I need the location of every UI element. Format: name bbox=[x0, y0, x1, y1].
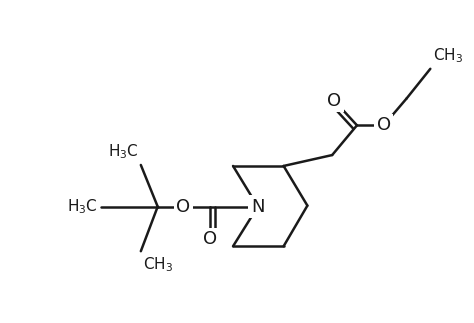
Text: O: O bbox=[203, 230, 217, 248]
Text: H$_3$C: H$_3$C bbox=[108, 142, 139, 161]
Text: N: N bbox=[251, 198, 264, 216]
Text: O: O bbox=[176, 198, 191, 216]
Text: CH$_3$: CH$_3$ bbox=[143, 255, 173, 274]
Text: O: O bbox=[377, 116, 391, 134]
Text: H$_3$C: H$_3$C bbox=[66, 197, 97, 216]
Text: CH$_3$: CH$_3$ bbox=[433, 46, 464, 65]
Text: O: O bbox=[327, 91, 341, 109]
